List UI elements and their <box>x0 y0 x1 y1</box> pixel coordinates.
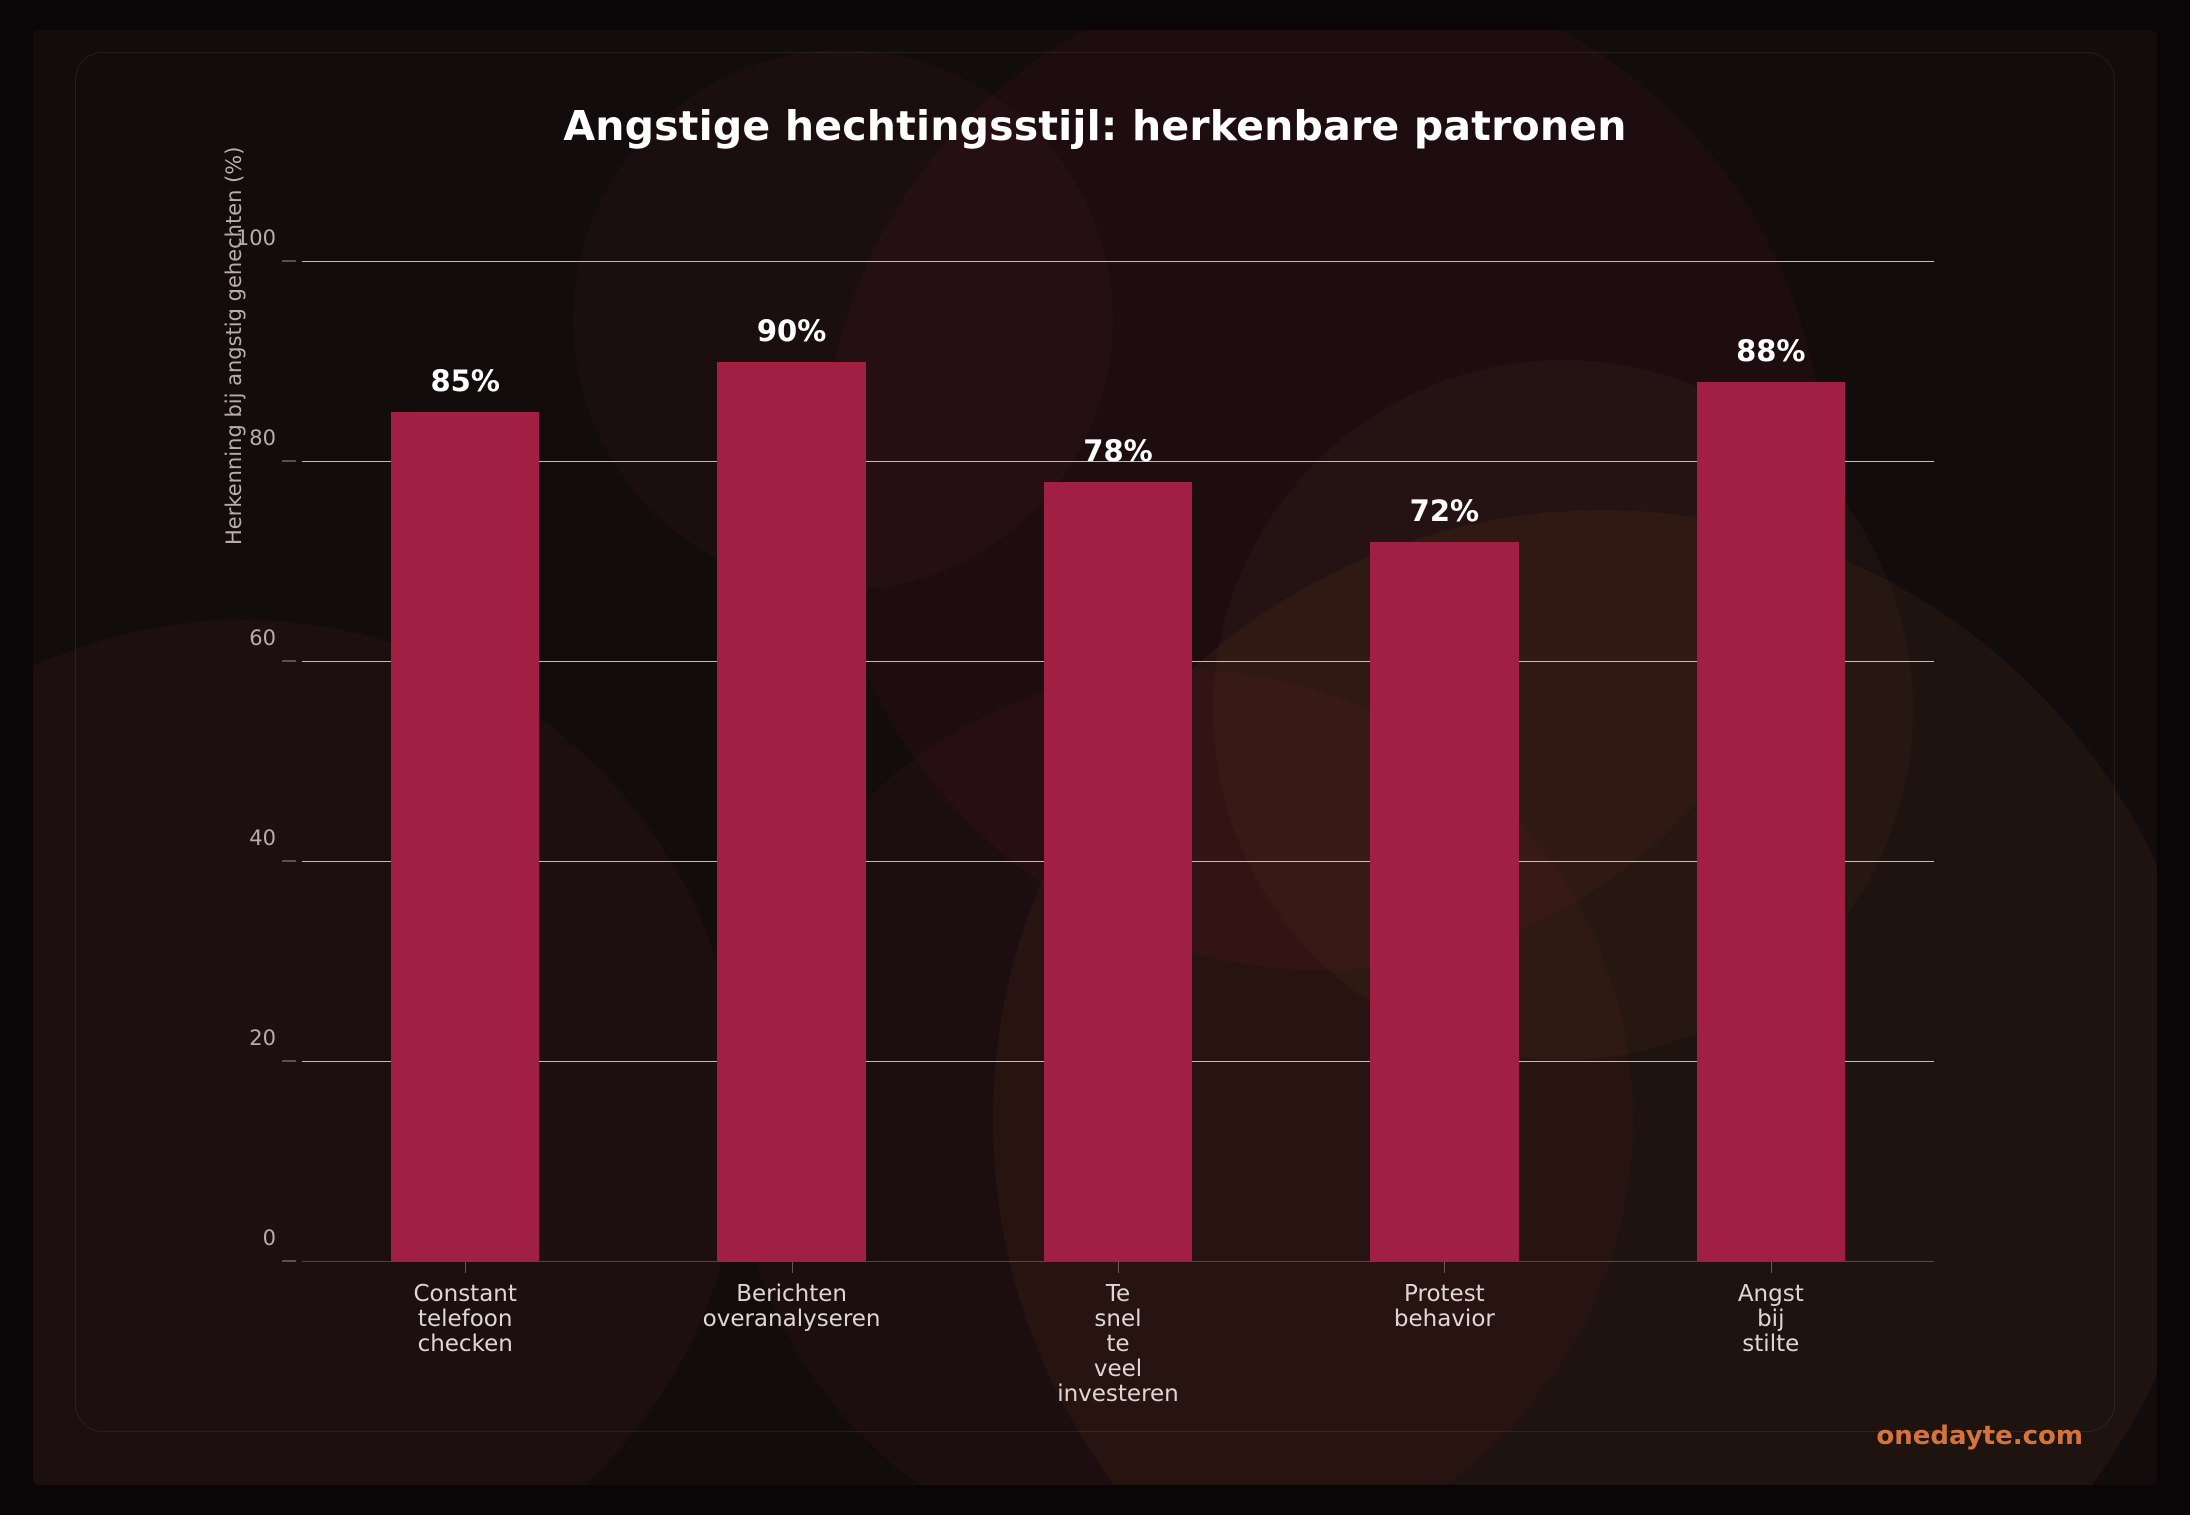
x-axis-category-label: Constant telefoon checken <box>413 1281 517 1357</box>
plot-area: 0 20 40 60 80 100 85% Constant telefoon checken 9… <box>236 226 1934 1407</box>
y-tick-label: 60 <box>249 626 276 650</box>
y-tick-mark <box>282 1260 296 1262</box>
bar-value-label: 88% <box>1736 334 1806 368</box>
y-tick-label: 20 <box>249 1026 276 1050</box>
x-axis-category-label: Te snel te veel investeren <box>1057 1281 1179 1407</box>
y-tick-label: 80 <box>249 426 276 450</box>
x-axis-category-label: Berichten overanalyseren <box>702 1281 881 1332</box>
bar-group[interactable]: 90% Berichten overanalyseren <box>628 262 954 1332</box>
y-tick-mark <box>282 460 296 462</box>
y-tick-mark <box>282 660 296 662</box>
x-axis-category-label: Angst bij stilte <box>1737 1281 1804 1357</box>
y-tick-mark <box>282 260 296 262</box>
bar-value-label: 90% <box>756 314 827 348</box>
gridline <box>302 461 1934 462</box>
x-tick-mark <box>465 1262 467 1273</box>
bar-value-label: 85% <box>430 364 500 398</box>
x-axis-category-label: Protest behavior <box>1393 1281 1495 1332</box>
watermark: onedayte.com <box>1876 1421 2083 1451</box>
y-tick-mark <box>282 860 296 862</box>
bar-value-label: 72% <box>1409 494 1480 528</box>
bar-group[interactable]: 85% Constant telefoon checken <box>302 262 628 1357</box>
bar-group[interactable]: 78% Te snel te veel investeren <box>955 262 1281 1407</box>
bar-value-label: 78% <box>1083 434 1153 468</box>
x-tick-mark <box>1444 1262 1446 1273</box>
y-axis-label: Herkenning bij angstig gehechten (%) <box>222 146 246 545</box>
bar-series: 85% Constant telefoon checken 90% Berichten ov… <box>302 262 1934 1407</box>
y-tick-mark <box>282 1060 296 1062</box>
gridline <box>302 261 1934 262</box>
bar[interactable] <box>1043 482 1193 1262</box>
y-tick-label: 0 <box>262 1226 276 1250</box>
bar-group[interactable]: 72% Protest behavior <box>1281 262 1607 1332</box>
x-tick-mark <box>1770 1262 1772 1273</box>
bar[interactable] <box>717 362 866 1262</box>
chart-title: Angstige hechtingsstijl: herkenbare patr… <box>563 102 1627 150</box>
bar[interactable] <box>1370 542 1519 1262</box>
x-tick-mark <box>1117 1262 1119 1273</box>
bar-group[interactable]: 88% Angst bij stilte <box>1608 262 1934 1357</box>
y-tick-label: 100 <box>235 226 276 250</box>
x-tick-mark <box>791 1262 793 1273</box>
y-tick-label: 40 <box>249 826 276 850</box>
bar[interactable] <box>390 412 540 1262</box>
bar[interactable] <box>1696 382 1846 1262</box>
